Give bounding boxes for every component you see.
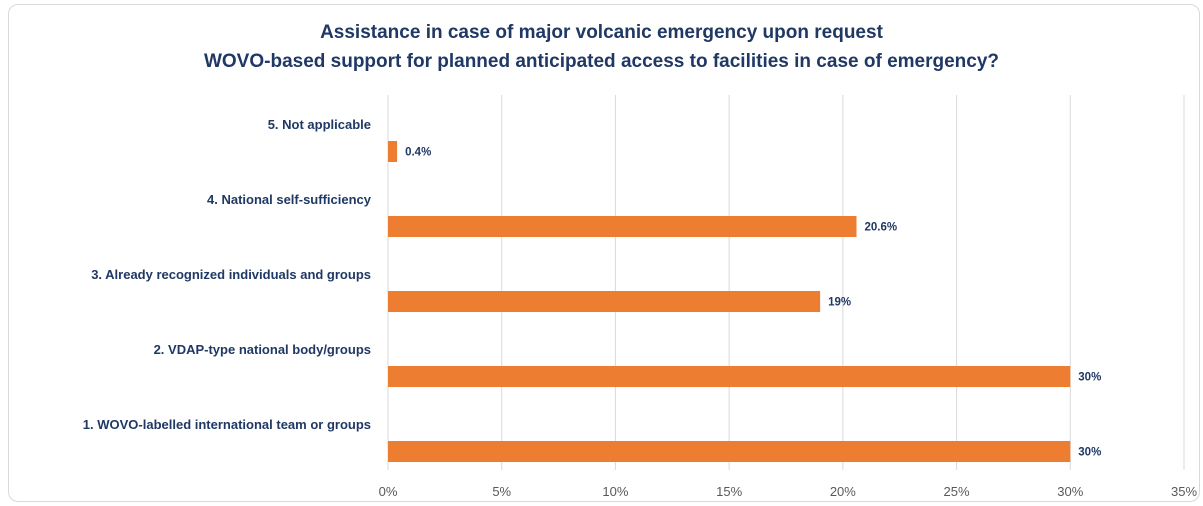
x-tick-label: 20% (830, 484, 856, 499)
x-tick-label: 5% (492, 484, 511, 499)
chart-title-line-2: WOVO-based support for planned anticipat… (203, 51, 1000, 72)
category-label: 4. National self-sufficiency (207, 192, 372, 207)
chart-title-line-1: Assistance in case of major volcanic eme… (320, 22, 883, 43)
bar (388, 366, 1071, 387)
category-label: 2. VDAP-type national body/groups (154, 342, 371, 357)
chart-card (8, 4, 1200, 502)
x-tick-label: 15% (716, 484, 742, 499)
data-label: 20.6% (865, 222, 898, 234)
data-label: 30% (1078, 447, 1101, 459)
bar (388, 441, 1071, 462)
x-tick-label: 30% (1057, 484, 1083, 499)
chart-title: Assistance in case of major volcanic eme… (0, 18, 1203, 76)
category-label: 3. Already recognized individuals and gr… (91, 267, 371, 282)
x-axis-tick-labels: 0% 5% 10% 15% 20% 25% 30% 35% (379, 484, 1198, 499)
bar (388, 216, 857, 237)
data-label: 19% (828, 297, 851, 309)
data-label: 30% (1078, 372, 1101, 384)
data-label: 0.4% (405, 147, 431, 159)
bars (388, 141, 1071, 462)
category-label: 5. Not applicable (268, 117, 371, 132)
bar (388, 141, 398, 162)
x-tick-label: 0% (379, 484, 398, 499)
data-labels: 0.4% 20.6% 19% 30% 30% (405, 147, 1101, 459)
x-tick-label: 35% (1171, 484, 1197, 499)
x-tick-label: 25% (944, 484, 970, 499)
gridlines (387, 95, 1185, 470)
x-tick-label: 10% (602, 484, 628, 499)
category-labels: 5. Not applicable 4. National self-suffic… (83, 117, 372, 432)
bar (388, 291, 821, 312)
category-label: 1. WOVO-labelled international team or g… (83, 417, 371, 432)
